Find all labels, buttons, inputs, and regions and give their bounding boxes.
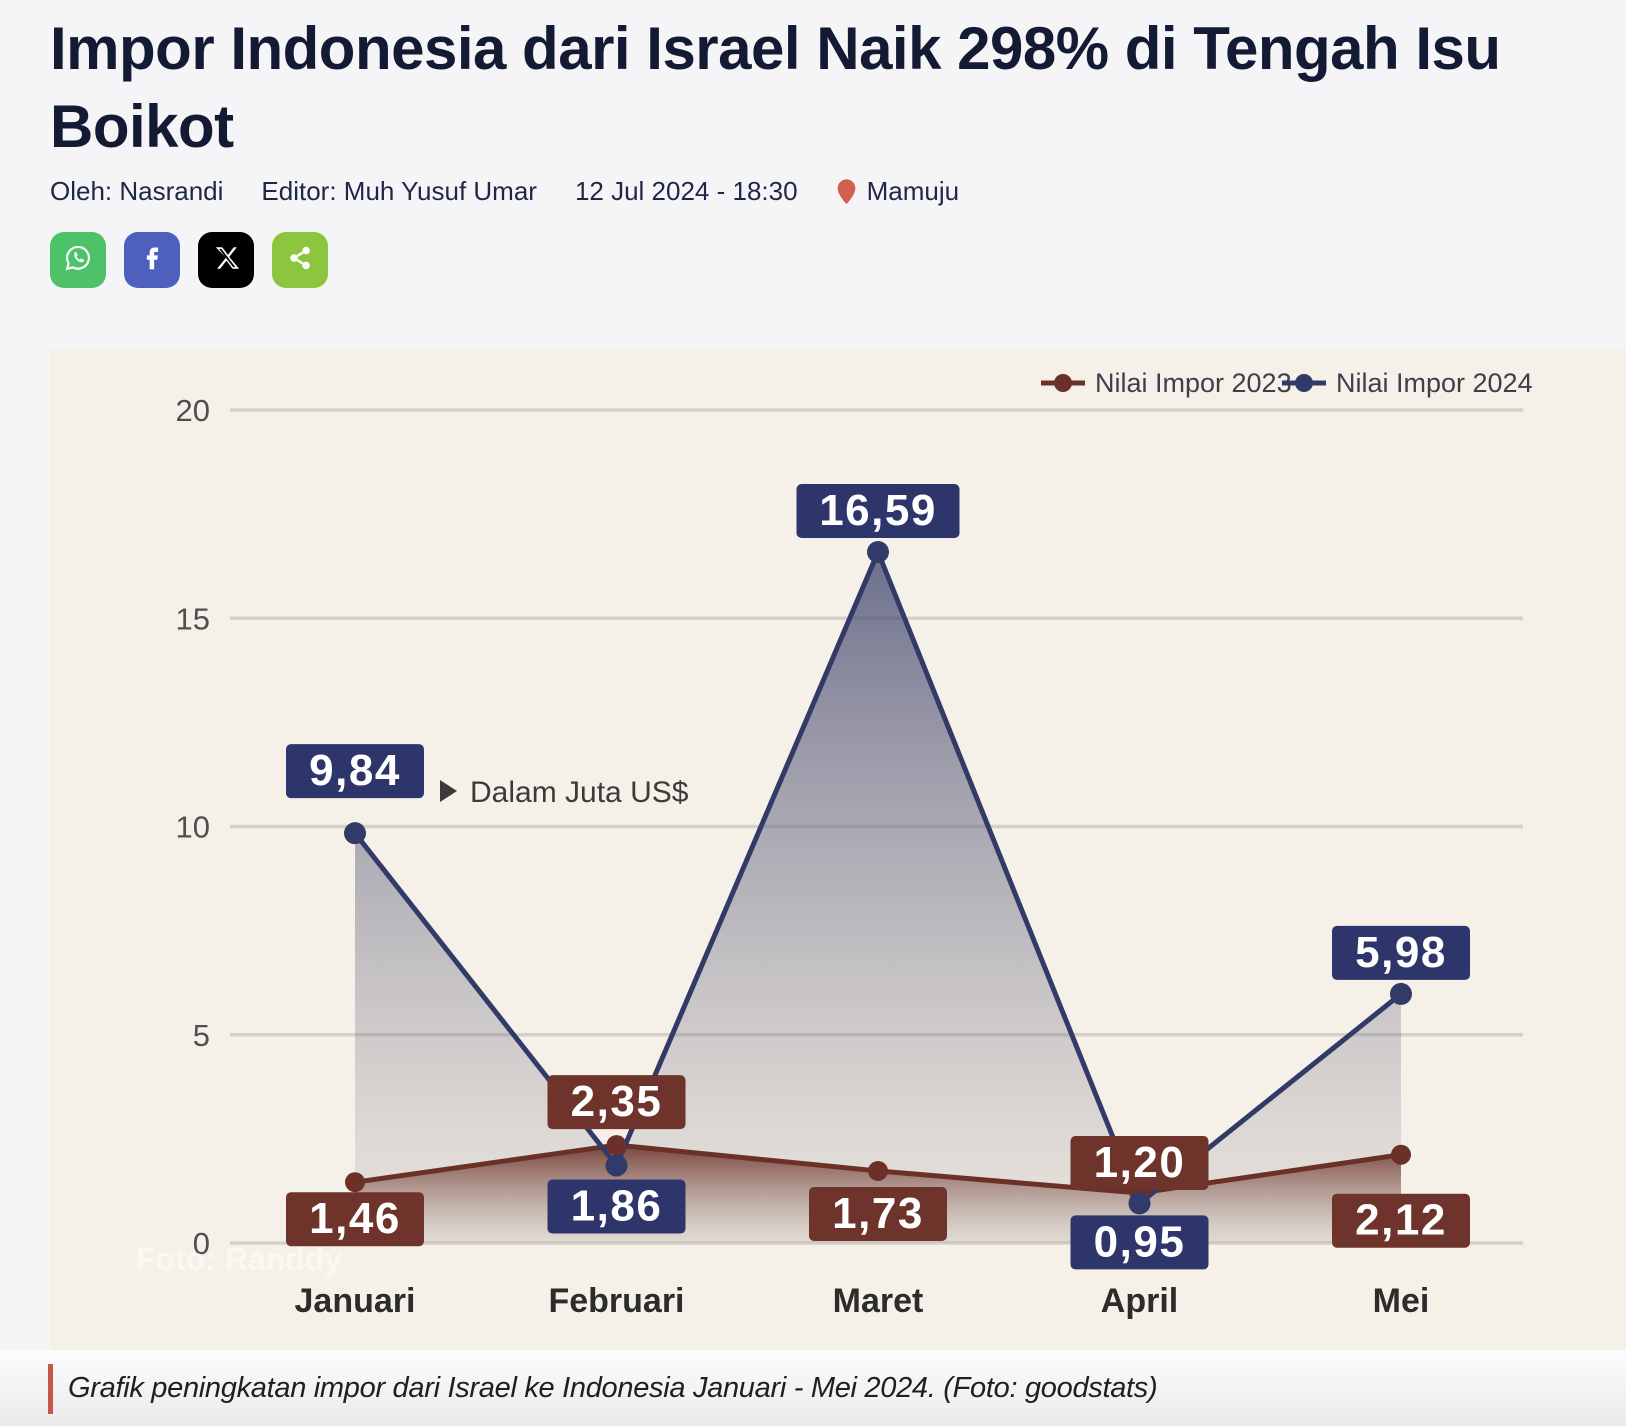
value-label: 16,59 [819, 486, 937, 535]
value-label: 9,84 [309, 746, 401, 795]
data-point-2023[interactable] [345, 1172, 365, 1193]
x-axis-label: Mei [1373, 1282, 1430, 1320]
value-label: 1,86 [571, 1182, 663, 1231]
byline-location: Mamuju [836, 176, 959, 207]
value-label-box [547, 1179, 686, 1234]
share-nodes-icon [285, 243, 315, 278]
watermark: Foto: Randdy [136, 1241, 342, 1277]
caption-accent-bar [48, 1364, 53, 1414]
byline: Oleh: Nasrandi Editor: Muh Yusuf Umar 12… [50, 176, 997, 207]
value-label: 1,20 [1094, 1138, 1186, 1187]
data-point-2023[interactable] [868, 1160, 888, 1181]
legend-2024-label: Nilai Impor 2024 [1336, 368, 1533, 398]
legend-2023-marker-dot [1054, 374, 1072, 392]
data-point-2024[interactable] [1390, 982, 1412, 1005]
value-label-box [1332, 1193, 1470, 1248]
page-title: Impor Indonesia dari Israel Naik 298% di… [50, 15, 1501, 160]
x-share-button[interactable] [198, 232, 254, 288]
location-pin-icon [836, 178, 857, 206]
y-tick-label: 15 [176, 601, 210, 636]
value-label-box [809, 1186, 947, 1241]
import-chart-card: 0 5 10 15 20 Dalam Juta US$ 1,46 2,35 1,73 1,20 2,… [50, 349, 1626, 1350]
y-tick-label: 5 [193, 1018, 210, 1053]
legend-2023-label: Nilai Impor 2023 [1095, 368, 1292, 398]
area-fill-2024 [355, 552, 1401, 1243]
share-alt-button[interactable] [272, 232, 328, 288]
value-label-box [286, 744, 424, 799]
data-point-2024[interactable] [344, 822, 366, 845]
value-label-box [1332, 925, 1470, 980]
value-label: 1,73 [832, 1189, 924, 1238]
value-label-box [796, 484, 960, 539]
value-label: 1,46 [309, 1194, 401, 1243]
byline-editor[interactable]: Editor: Muh Yusuf Umar [261, 176, 537, 206]
value-label-box [547, 1075, 686, 1130]
byline-datetime: 12 Jul 2024 - 18:30 [574, 176, 798, 206]
byline-author[interactable]: Oleh: Nasrandi [50, 176, 224, 206]
data-point-2024[interactable] [1128, 1192, 1151, 1215]
whatsapp-share-button[interactable] [50, 232, 106, 288]
y-tick-label: 10 [176, 810, 210, 845]
x-axis-label: Januari [295, 1282, 416, 1320]
x-axis-label: Februari [548, 1282, 684, 1320]
whatsapp-icon [63, 243, 93, 278]
y-tick-label: 0 [193, 1226, 210, 1261]
legend-2024-marker-dot [1295, 374, 1313, 392]
import-line-chart: 0 5 10 15 20 Dalam Juta US$ 1,46 2,35 1,73 1,20 2,… [136, 368, 1533, 1320]
image-caption: Grafik peningkatan impor dari Israel ke … [0, 1350, 1626, 1426]
unit-annotation: Dalam Juta US$ [470, 776, 689, 809]
caption-text: Grafik peningkatan impor dari Israel ke … [68, 1372, 1158, 1404]
data-point-2023[interactable] [606, 1135, 627, 1156]
facebook-icon [137, 243, 167, 278]
annotation-arrow-icon [440, 780, 457, 802]
x-axis-label: Maret [833, 1282, 924, 1320]
value-label-box [1070, 1215, 1209, 1270]
value-label: 5,98 [1355, 928, 1447, 977]
facebook-share-button[interactable] [124, 232, 180, 288]
data-point-2024[interactable] [605, 1154, 628, 1177]
share-buttons [50, 232, 328, 288]
value-label-box [1070, 1136, 1209, 1191]
location-label[interactable]: Mamuju [866, 176, 960, 206]
value-label-box [286, 1192, 424, 1247]
value-label: 0,95 [1094, 1217, 1186, 1266]
x-axis-label: April [1101, 1282, 1178, 1320]
data-point-2023[interactable] [1391, 1144, 1411, 1165]
value-label: 2,12 [1355, 1196, 1447, 1245]
value-label: 2,35 [571, 1077, 663, 1126]
data-point-2024[interactable] [867, 541, 889, 564]
y-tick-label: 20 [176, 393, 210, 428]
x-icon [211, 243, 241, 278]
